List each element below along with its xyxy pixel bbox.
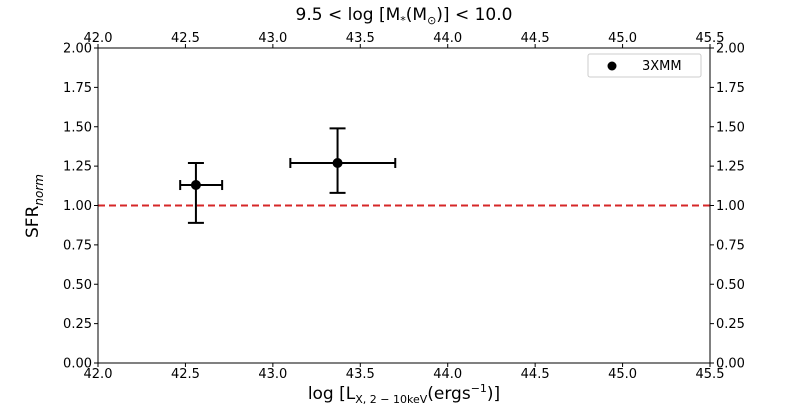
y-tick-label-left: 1.75 (63, 81, 92, 96)
x-tick-label-bottom: 44.5 (521, 367, 550, 382)
y-tick-label-right: 0.75 (716, 238, 745, 253)
x-tick-label-top: 45.0 (608, 31, 637, 46)
y-tick-label-left: 1.50 (63, 120, 92, 135)
y-tick-label-left: 1.00 (63, 199, 92, 214)
data-point (190, 180, 201, 191)
x-tick-label-bottom: 42.0 (84, 367, 113, 382)
y-tick-label-right: 1.50 (716, 120, 745, 135)
x-tick-label-bottom: 44.0 (433, 367, 462, 382)
x-tick-label-top: 43.5 (346, 31, 375, 46)
y-axis-title: SFRnorm (23, 174, 46, 238)
y-tick-label-left: 0.25 (63, 317, 92, 332)
y-tick-label-right: 2.00 (716, 42, 745, 57)
x-tick-label-top: 42.0 (84, 31, 113, 46)
y-tick-label-right: 1.75 (716, 81, 745, 96)
legend-frame (587, 53, 702, 78)
y-tick-label-right: 1.25 (716, 160, 745, 175)
legend: 3XMM (587, 53, 702, 78)
x-tick-label-bottom: 45.5 (696, 367, 725, 382)
x-tick-label-top: 43.0 (258, 31, 287, 46)
plot-frame (97, 47, 711, 364)
y-tick-label-right: 0.00 (716, 357, 745, 372)
y-tick-label-right: 0.50 (716, 278, 745, 293)
y-tick-label-left: 0.00 (63, 357, 92, 372)
y-tick-label-right: 1.00 (716, 199, 745, 214)
marks-layer (179, 127, 397, 224)
y-tick-label-left: 2.00 (63, 42, 92, 57)
x-tick-label-bottom: 43.0 (258, 367, 287, 382)
x-tick-label-bottom: 42.5 (171, 367, 200, 382)
x-tick-label-top: 44.0 (433, 31, 462, 46)
ticks-layer: 42.0 42.0 42.5 42.5 43.0 43.0 43.5 43.5 44.0 44.0… (63, 31, 745, 382)
x-tick-label-bottom: 45.0 (608, 367, 637, 382)
x-tick-label-top: 45.5 (696, 31, 725, 46)
y-tick-label-left: 1.25 (63, 160, 92, 175)
chart-title: 9.5 < log [M*(M⊙)] < 10.0 (296, 5, 513, 27)
x-tick-label-top: 42.5 (171, 31, 200, 46)
legend-label: 3XMM (642, 59, 682, 74)
y-tick-label-left: 0.50 (63, 278, 92, 293)
y-tick-label-left: 0.75 (63, 238, 92, 253)
x-tick-label-top: 44.5 (521, 31, 550, 46)
data-point (332, 157, 343, 168)
legend-marker (607, 61, 617, 71)
y-tick-label-right: 0.25 (716, 317, 745, 332)
x-axis-title: log [LX, 2 − 10keV(ergs−1)] (308, 382, 500, 406)
x-tick-label-bottom: 43.5 (346, 367, 375, 382)
